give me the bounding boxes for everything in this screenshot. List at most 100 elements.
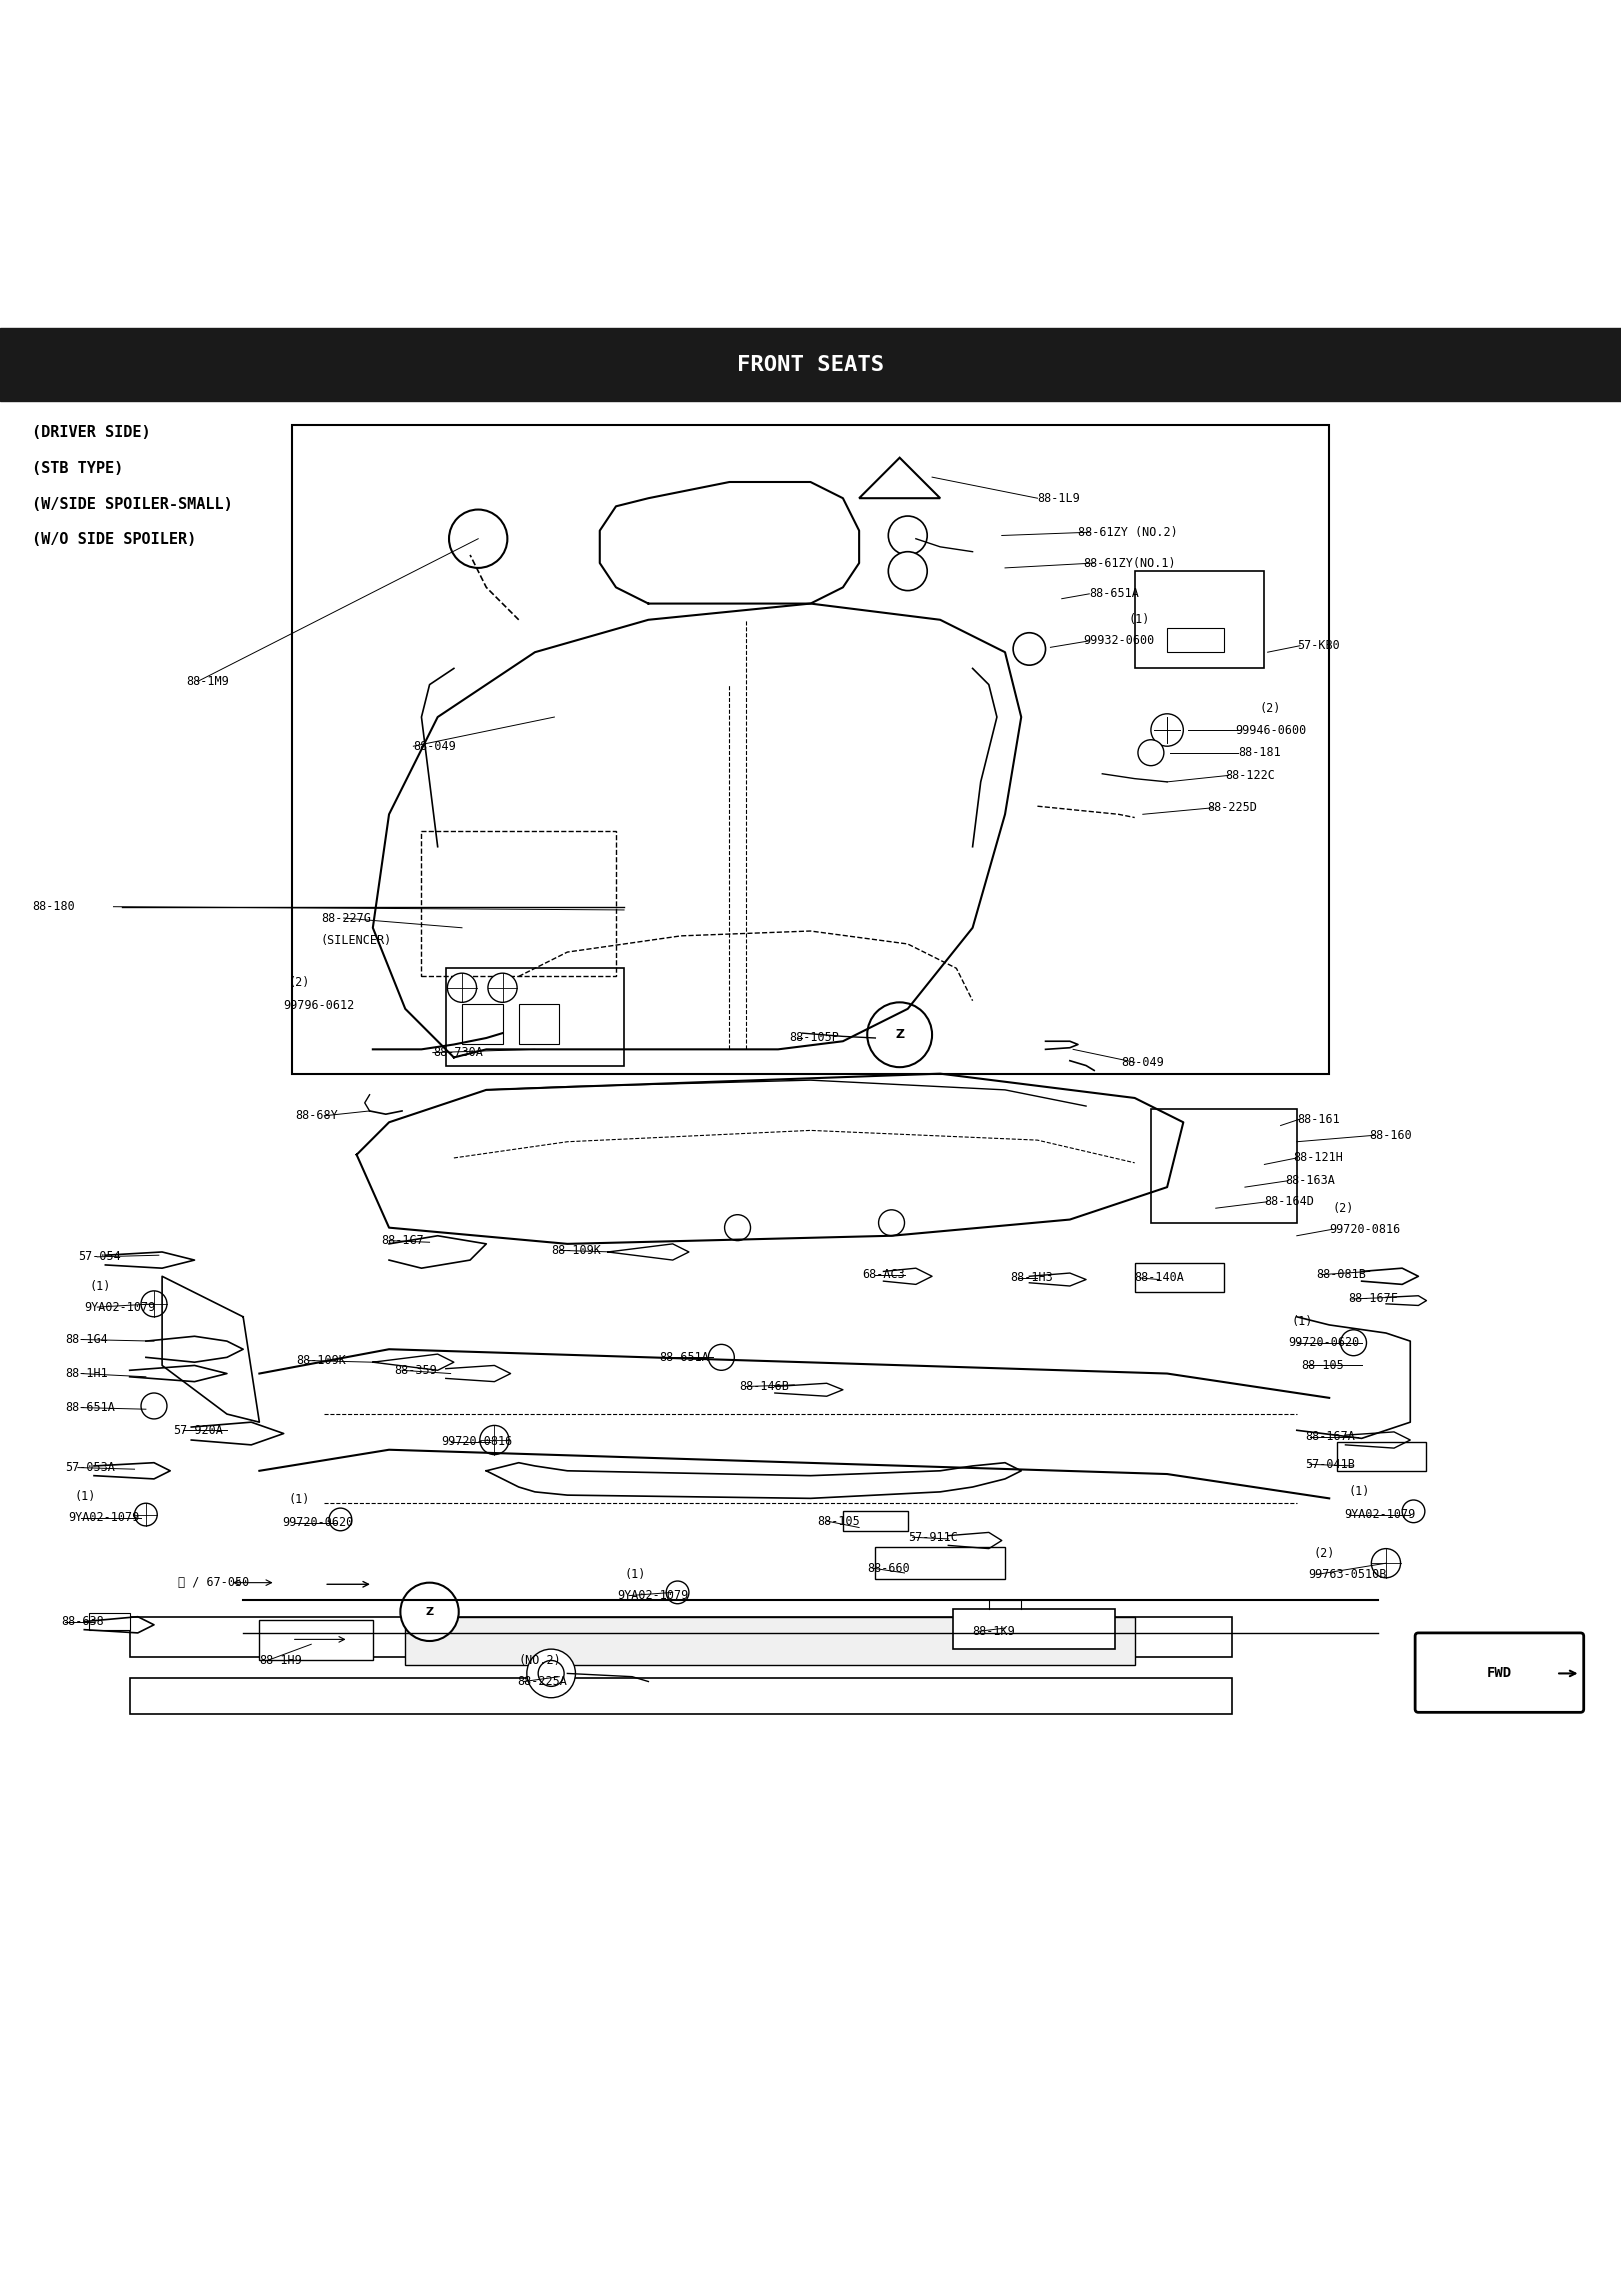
Text: 99720-0620: 99720-0620 [282,1516,353,1530]
Text: 88-109K: 88-109K [551,1243,601,1257]
Circle shape [538,1660,564,1687]
Text: 88-1L9: 88-1L9 [1037,492,1080,505]
Circle shape [1402,1501,1425,1523]
Circle shape [666,1580,689,1603]
Text: FWD: FWD [1486,1667,1512,1680]
Text: 88-181: 88-181 [1238,747,1281,758]
Text: 88-1H3: 88-1H3 [1010,1271,1052,1284]
Text: 88-160: 88-160 [1370,1129,1412,1141]
Text: (1): (1) [89,1280,110,1293]
Text: (W/SIDE SPOILER-SMALL): (W/SIDE SPOILER-SMALL) [32,496,233,512]
Text: 88-225A: 88-225A [517,1676,567,1687]
Bar [519,1004,559,1045]
Bar [446,968,624,1066]
Text: 88-651A: 88-651A [65,1400,115,1414]
Circle shape [400,1583,459,1642]
Circle shape [329,1507,352,1530]
Bar [875,1546,1005,1580]
Text: 88-105: 88-105 [1302,1359,1344,1373]
Circle shape [888,517,927,556]
Text: (1): (1) [289,1494,310,1507]
Circle shape [1138,740,1164,765]
Text: (2): (2) [1332,1202,1354,1214]
Text: (SILENCER): (SILENCER) [321,934,392,947]
Text: 88-651A: 88-651A [1089,587,1140,601]
Text: 99946-0600: 99946-0600 [1235,724,1307,735]
Text: 57-041B: 57-041B [1305,1457,1355,1471]
Text: 88-121H: 88-121H [1294,1152,1344,1164]
Text: 88-146B: 88-146B [739,1380,789,1394]
Text: 88-225D: 88-225D [1208,802,1258,815]
Text: 88-049: 88-049 [1122,1057,1164,1068]
Text: 88-049: 88-049 [413,740,456,754]
Text: 57-053A: 57-053A [65,1462,115,1473]
Text: 88-359: 88-359 [394,1364,436,1378]
Bar [89,1614,130,1630]
Text: 88-163A: 88-163A [1285,1175,1336,1186]
Text: 99932-0600: 99932-0600 [1083,635,1154,647]
Bar [421,831,616,977]
Circle shape [135,1503,157,1526]
Text: 88-167A: 88-167A [1305,1430,1355,1444]
Text: 88-68Y: 88-68Y [295,1109,337,1123]
Text: 88-122C: 88-122C [1225,770,1276,781]
Bar [1151,1109,1297,1223]
Text: (2): (2) [289,977,310,990]
Text: 9YA02-1079: 9YA02-1079 [1344,1507,1415,1521]
Text: 88-1G4: 88-1G4 [65,1332,107,1346]
Circle shape [725,1214,751,1241]
Text: (2): (2) [1260,701,1281,715]
Text: 88-161: 88-161 [1297,1113,1339,1125]
Circle shape [141,1291,167,1316]
Circle shape [447,972,477,1002]
Text: (W/O SIDE SPOILER): (W/O SIDE SPOILER) [32,533,196,546]
Text: 99720-0816: 99720-0816 [441,1435,512,1448]
Text: 68-AC3: 68-AC3 [862,1268,905,1282]
Circle shape [867,1002,932,1068]
Bar [1135,1264,1224,1293]
Text: 99720-0816: 99720-0816 [1329,1223,1401,1236]
Text: Z: Z [895,1029,905,1041]
FancyBboxPatch shape [1415,1633,1584,1712]
Text: 88-105: 88-105 [817,1514,859,1528]
Bar [462,1004,503,1045]
Text: 57-KB0: 57-KB0 [1297,640,1339,651]
Text: 9YA02-1079: 9YA02-1079 [68,1512,139,1523]
Text: 最 / 67-050: 最 / 67-050 [178,1576,250,1589]
Text: Z: Z [425,1608,434,1617]
Circle shape [888,551,927,590]
Text: 88-227G: 88-227G [321,911,371,924]
Text: 88-1H9: 88-1H9 [259,1653,302,1667]
Bar [843,1512,908,1530]
Bar [953,1608,1115,1649]
Text: 99720-0620: 99720-0620 [1289,1337,1360,1350]
Text: 57-054: 57-054 [78,1250,120,1264]
Bar [292,426,1329,1075]
Text: 57-911C: 57-911C [908,1530,958,1544]
Text: 99796-0612: 99796-0612 [284,1000,355,1011]
Text: 88-180: 88-180 [32,899,75,913]
Text: 88-1M9: 88-1M9 [186,674,229,688]
Bar [130,1678,1232,1715]
Text: (1): (1) [1292,1316,1313,1327]
Text: (NO.2): (NO.2) [519,1653,561,1667]
Bar [1135,572,1264,669]
Circle shape [1151,713,1183,747]
Text: (1): (1) [1128,613,1149,626]
Text: 88-730A: 88-730A [433,1045,483,1059]
Text: 88-105P: 88-105P [789,1031,840,1045]
Text: 88-164D: 88-164D [1264,1195,1315,1209]
Text: 88-651A: 88-651A [660,1350,710,1364]
Text: (1): (1) [75,1489,96,1503]
Text: 88-167F: 88-167F [1349,1293,1399,1305]
Circle shape [488,972,517,1002]
Text: (1): (1) [624,1569,645,1580]
Circle shape [527,1649,575,1699]
Bar [405,1617,1135,1664]
Polygon shape [859,458,940,499]
Bar [1337,1441,1426,1471]
Text: 88-1H1: 88-1H1 [65,1366,107,1380]
Text: 88-1K9: 88-1K9 [973,1626,1015,1637]
Text: (STB TYPE): (STB TYPE) [32,460,123,476]
Circle shape [480,1425,509,1455]
